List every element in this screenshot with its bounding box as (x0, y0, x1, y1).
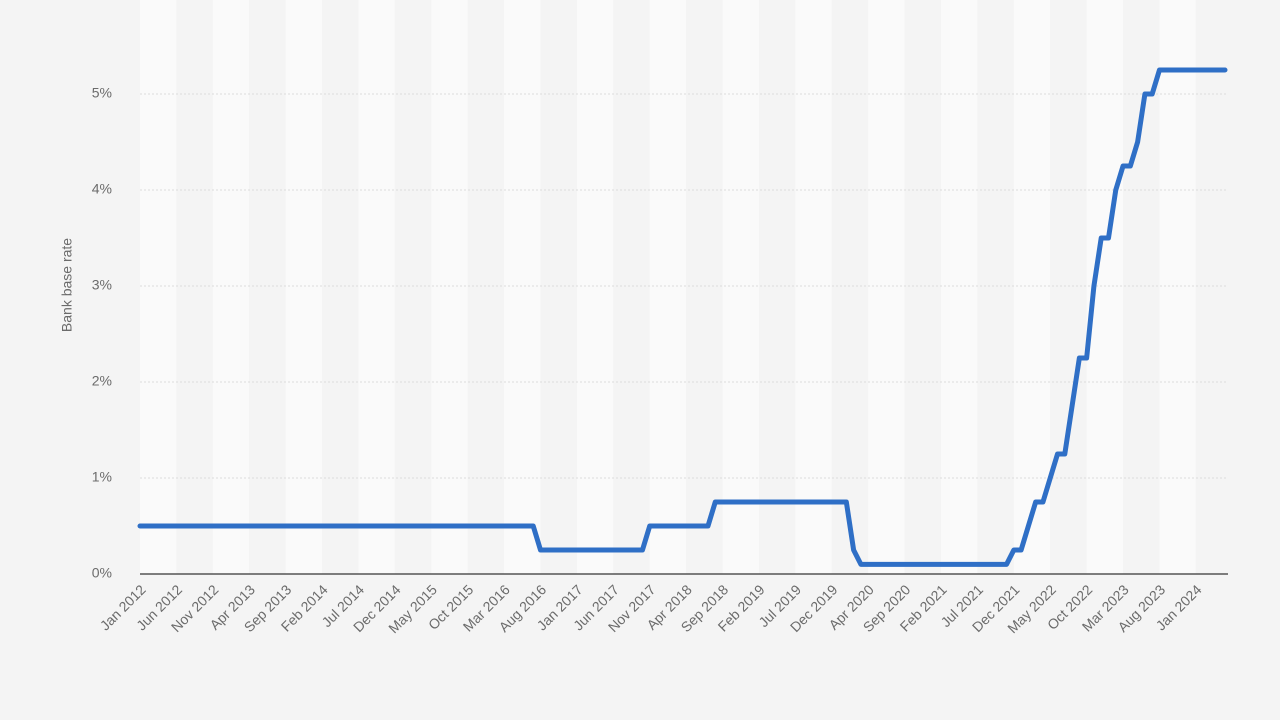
y-axis-label: Bank base rate (59, 238, 75, 332)
plot-stripe (358, 0, 395, 574)
plot-stripe (249, 0, 286, 574)
y-tick-label: 3% (92, 277, 112, 293)
plot-stripe (467, 0, 505, 574)
plot-stripe (686, 0, 723, 574)
plot-stripe (212, 0, 250, 574)
plot-stripe (722, 0, 759, 574)
y-tick-label: 5% (92, 85, 112, 101)
plot-stripe (941, 0, 978, 574)
line-series (137, 67, 1228, 567)
plot-stripe (176, 0, 213, 574)
plot-stripe (504, 0, 541, 574)
plot-stripe (140, 0, 177, 574)
y-tick-label: 2% (92, 373, 112, 389)
plot-stripe (868, 0, 905, 574)
plot-stripe (322, 0, 359, 574)
plot-stripe (649, 0, 687, 574)
plot-stripe (431, 0, 468, 574)
plot-stripe (831, 0, 869, 574)
plot-stripe (540, 0, 577, 574)
y-tick-label: 1% (92, 469, 112, 485)
plot-stripe (758, 0, 796, 574)
plot-stripe (613, 0, 650, 574)
plot-stripes (140, 0, 1228, 574)
plot-stripe (1159, 0, 1196, 574)
y-tick-label: 4% (92, 181, 112, 197)
plot-stripe (1195, 0, 1228, 574)
plot-stripe (1050, 0, 1087, 574)
y-tick-label: 0% (92, 565, 112, 581)
plot-stripe (977, 0, 1014, 574)
plot-stripe (795, 0, 832, 574)
plot-stripe (285, 0, 323, 574)
plot-stripe (394, 0, 432, 574)
plot-stripe (576, 0, 614, 574)
plot-stripe (904, 0, 942, 574)
